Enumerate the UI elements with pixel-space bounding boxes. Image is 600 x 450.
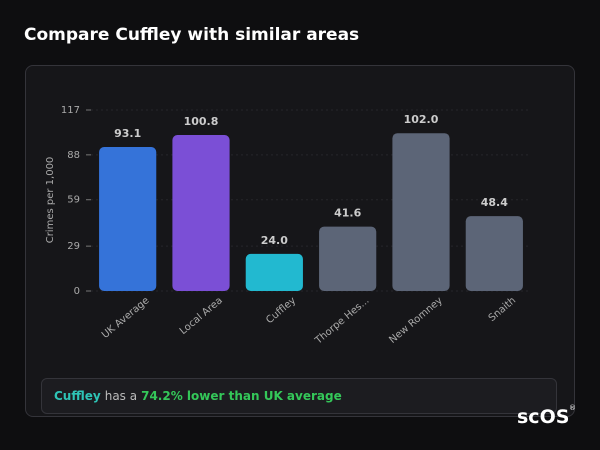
bar <box>465 216 523 291</box>
x-tick-label: New Romney <box>387 295 445 346</box>
logo: scOS <box>517 406 570 428</box>
x-tick-label: Thorpe Hes... <box>313 295 372 347</box>
y-tick-label: 29 <box>67 241 80 252</box>
y-tick-label: 59 <box>67 195 80 206</box>
y-tick-label: 88 <box>67 150 80 161</box>
x-tick-label: Cuffley <box>264 295 298 326</box>
summary-place: Cuffley <box>54 389 101 403</box>
summary: Cuffley has a 74.2% lower than UK average <box>41 378 557 414</box>
page-title: Compare Cuffley with similar areas <box>24 25 360 45</box>
value-label: 41.6 <box>334 207 361 220</box>
summary-stat: 74.2% lower than UK average <box>141 389 342 403</box>
summary-text: has a <box>104 389 138 403</box>
value-label: 102.0 <box>404 113 439 126</box>
bar <box>172 135 230 291</box>
value-label: 48.4 <box>481 196 508 209</box>
value-label: 100.8 <box>184 115 219 128</box>
bar <box>392 133 450 291</box>
y-tick-label: 117 <box>61 105 80 116</box>
bar <box>319 226 377 291</box>
y-axis-label: Crimes per 1,000 <box>45 157 56 244</box>
x-tick-label: UK Average <box>100 295 152 341</box>
value-label: 93.1 <box>114 127 141 140</box>
x-tick-label: Snaith <box>487 295 518 324</box>
y-tick-label: 0 <box>74 286 80 297</box>
value-label: 24.0 <box>261 234 288 247</box>
x-tick-label: Local Area <box>178 295 225 337</box>
bar <box>99 146 157 291</box>
bar <box>245 253 303 291</box>
logo-mark: ® <box>569 404 576 412</box>
